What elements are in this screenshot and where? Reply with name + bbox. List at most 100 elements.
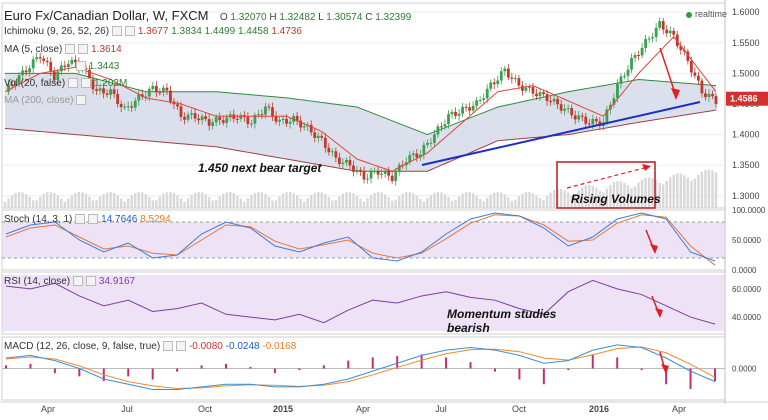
- candle-body: [257, 114, 260, 116]
- volume-bar: [24, 194, 28, 208]
- settings-icon[interactable]: [81, 78, 92, 89]
- volume-bar: [581, 187, 584, 208]
- settings-icon[interactable]: [88, 214, 99, 225]
- volume-bar: [496, 192, 499, 208]
- candle-body: [73, 59, 77, 63]
- candle-body: [35, 57, 39, 60]
- volume-bar: [531, 193, 535, 208]
- settings-icon[interactable]: [78, 44, 89, 55]
- volume-bar: [46, 192, 49, 208]
- bear-arrow-head: [671, 88, 680, 100]
- candle-body: [559, 104, 563, 111]
- volume-bar: [630, 188, 633, 208]
- volume-bar: [549, 192, 552, 208]
- volume-bar: [415, 195, 419, 208]
- rising-volume-arrow-head: [642, 164, 651, 171]
- macd-arrow-head: [661, 364, 669, 374]
- volume-bar: [98, 196, 102, 208]
- volume-bar: [165, 192, 169, 208]
- visibility-toggle-icon[interactable]: [76, 95, 87, 106]
- volume-bar: [176, 195, 179, 208]
- visibility-toggle-icon[interactable]: [75, 214, 86, 225]
- visibility-toggle-icon[interactable]: [163, 341, 174, 352]
- volume-bar: [602, 192, 605, 208]
- volume-bar: [697, 174, 700, 208]
- visibility-toggle-icon[interactable]: [65, 44, 76, 55]
- candle-body: [647, 38, 651, 40]
- stoch-band: [2, 222, 725, 258]
- candle-body: [475, 100, 479, 106]
- candle-body: [591, 118, 595, 125]
- candle-body: [21, 70, 24, 76]
- volume-bar: [42, 193, 45, 208]
- legend-ma200[interactable]: MA (200, close): [4, 95, 87, 107]
- annotation-rising-volumes: Rising Volumes: [571, 192, 661, 206]
- y-tick-label: 1.5000: [732, 68, 760, 78]
- settings-icon[interactable]: [176, 341, 187, 352]
- volume-bar: [207, 196, 211, 208]
- symbol-title: Euro Fx/Canadian Dollar, W, FXCM: [4, 8, 209, 23]
- legend-volume[interactable]: Vol (20, false) 1.202M: [4, 78, 128, 89]
- candle-body: [531, 86, 535, 94]
- volume-bar: [123, 201, 126, 208]
- candle-body: [183, 116, 186, 120]
- visibility-toggle-icon[interactable]: [112, 26, 123, 37]
- volume-bar: [243, 201, 246, 208]
- visibility-toggle-icon[interactable]: [73, 276, 84, 287]
- volume-bar: [183, 201, 186, 208]
- annotation-bear-target: 1.450 next bear target: [198, 161, 322, 175]
- stoch-y-tick-label: 0.0000: [732, 266, 757, 275]
- legend-ichimoku[interactable]: Ichimoku (9, 26, 52, 26) 1.3677 1.3834 1…: [4, 26, 302, 37]
- volume-bar: [422, 201, 426, 208]
- candle-body: [348, 159, 352, 166]
- candle-body: [197, 118, 200, 121]
- candle-body: [309, 124, 313, 133]
- rsi-y-tick-label: 40.0000: [732, 313, 761, 322]
- candle-body: [161, 87, 165, 93]
- volume-bar: [366, 198, 369, 208]
- candle-body: [545, 94, 549, 102]
- volume-bar: [468, 192, 471, 208]
- candle-body: [66, 63, 70, 68]
- legend-macd[interactable]: MACD (12, 26, close, 9, false, true) -0.…: [4, 341, 297, 352]
- volume-bar: [394, 199, 397, 208]
- realtime-dot-icon: [686, 11, 692, 18]
- settings-icon[interactable]: [125, 26, 136, 37]
- legend-ma-close[interactable]: MA (5, close) 1.3614: [4, 44, 122, 55]
- legend-ma-unknown[interactable]: 1.3443: [4, 61, 119, 73]
- volume-bar: [665, 180, 668, 208]
- candle-body: [49, 62, 53, 72]
- volume-bar: [126, 198, 130, 208]
- volume-bar: [137, 192, 140, 208]
- candle-body: [584, 116, 588, 124]
- candle-body: [661, 21, 665, 30]
- candle-body: [91, 79, 95, 90]
- visibility-toggle-icon[interactable]: [76, 61, 86, 72]
- volume-bar: [70, 195, 74, 208]
- volume-bar: [264, 194, 267, 208]
- volume-bar: [292, 193, 295, 208]
- legend-stoch[interactable]: Stoch (14, 3, 1) 14.7646 8.5294: [4, 214, 171, 225]
- candle-body: [552, 98, 556, 102]
- volume-bar: [461, 193, 464, 208]
- settings-icon[interactable]: [86, 276, 97, 287]
- candle-body: [126, 106, 130, 108]
- volume-bar: [310, 195, 313, 208]
- x-tick-label: Jul: [435, 404, 447, 414]
- volume-bar: [179, 198, 183, 208]
- volume-bar: [225, 192, 228, 208]
- rsi-arrow-head: [655, 308, 663, 318]
- legend-rsi[interactable]: RSI (14, close) 34.9167: [4, 276, 136, 287]
- volume-bar: [348, 192, 352, 208]
- macd-y-tick-label: 0.0000: [732, 365, 757, 374]
- candle-body: [616, 83, 619, 99]
- volume-bar: [134, 192, 137, 208]
- volume-bar: [408, 192, 411, 208]
- candle-body: [513, 78, 517, 80]
- candle-body: [478, 99, 482, 101]
- candle-body: [218, 117, 222, 121]
- visibility-toggle-icon[interactable]: [68, 78, 79, 89]
- volume-bar: [669, 177, 672, 208]
